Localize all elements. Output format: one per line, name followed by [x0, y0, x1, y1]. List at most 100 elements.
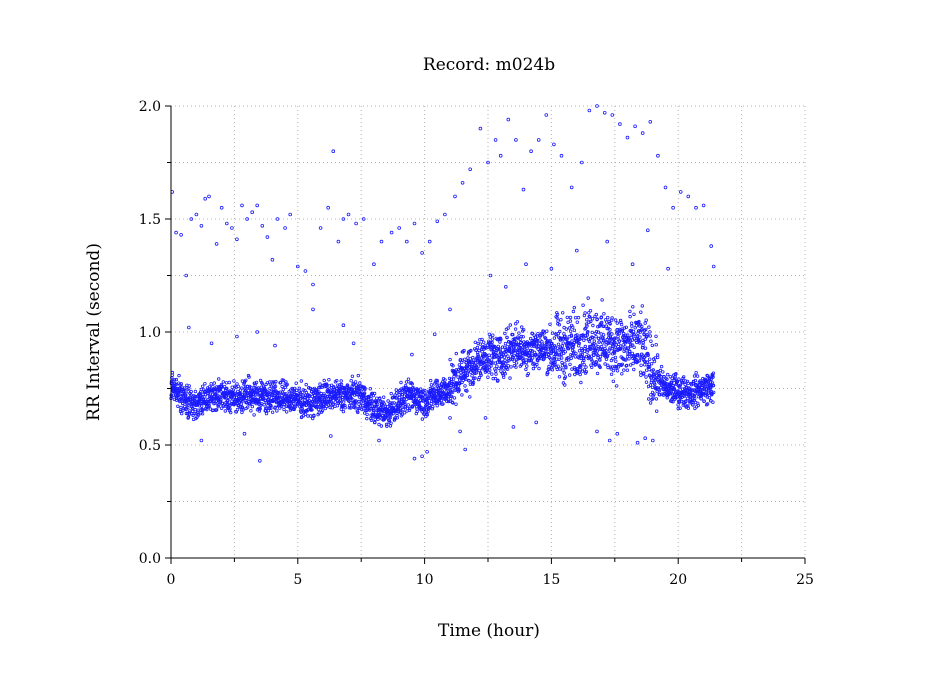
- rr-point: [690, 398, 695, 402]
- rr-point: [233, 401, 238, 406]
- rr-point: [299, 379, 303, 383]
- rr-point: [342, 400, 346, 404]
- rr-point: [236, 384, 241, 389]
- rr-point: [310, 408, 314, 412]
- rr-point: [505, 367, 510, 371]
- rr-point: [597, 340, 601, 344]
- rr-point: [628, 314, 632, 319]
- rr-point: [560, 356, 564, 360]
- rr-point: [608, 328, 612, 332]
- rr-point: [423, 393, 427, 397]
- rr-point: [644, 327, 648, 332]
- rr-point: [582, 363, 586, 367]
- rr-point: [473, 340, 477, 344]
- rr-point: [388, 424, 393, 428]
- rr-point: [651, 368, 655, 372]
- rr-point: [547, 367, 551, 371]
- rr-outlier-point: [351, 341, 356, 346]
- rr-point: [184, 411, 189, 416]
- rr-point: [517, 349, 522, 354]
- rr-point: [707, 395, 711, 400]
- rr-point: [676, 403, 680, 407]
- rr-point: [617, 339, 622, 343]
- rr-outlier-point: [240, 203, 244, 208]
- rr-point: [310, 403, 315, 407]
- rr-point: [637, 359, 642, 363]
- rr-point: [289, 395, 294, 399]
- rr-point: [329, 400, 333, 404]
- rr-point: [184, 393, 188, 397]
- rr-outlier-point: [607, 438, 612, 443]
- rr-point: [327, 378, 331, 382]
- rr-point: [489, 364, 493, 368]
- rr-point: [626, 352, 630, 356]
- rr-outlier-point: [460, 181, 465, 185]
- rr-point: [517, 331, 521, 335]
- rr-outlier-point: [432, 332, 437, 337]
- rr-outlier-point: [412, 456, 417, 461]
- rr-point: [634, 357, 638, 362]
- rr-point: [600, 320, 604, 325]
- rr-point: [583, 333, 588, 338]
- rr-outlier-point: [503, 284, 508, 289]
- rr-point: [503, 345, 507, 349]
- rr-point: [351, 381, 355, 386]
- rr-point: [333, 400, 337, 404]
- rr-point: [522, 345, 527, 349]
- rr-point: [498, 347, 502, 351]
- rr-point: [639, 363, 643, 367]
- rr-point: [454, 402, 458, 406]
- rr-point: [594, 335, 598, 339]
- rr-point: [394, 391, 399, 395]
- rr-point: [270, 410, 275, 414]
- rr-outlier-point: [709, 244, 713, 248]
- rr-outlier-point: [488, 273, 493, 278]
- rr-point: [493, 376, 498, 381]
- rr-point: [264, 411, 269, 416]
- rr-point: [693, 378, 698, 383]
- rr-point: [524, 367, 528, 372]
- rr-point: [630, 324, 634, 328]
- rr-point: [235, 407, 240, 412]
- rr-point: [393, 416, 397, 420]
- rr-outlier-point: [377, 438, 381, 443]
- rr-point: [219, 390, 223, 394]
- rr-point: [628, 309, 632, 314]
- rr-point: [556, 364, 560, 368]
- rr-point: [249, 395, 253, 399]
- rr-point: [231, 388, 236, 392]
- rr-point: [589, 347, 593, 351]
- rr-point: [629, 343, 633, 347]
- rr-outlier-point: [552, 142, 556, 147]
- rr-point: [338, 398, 343, 402]
- rr-point: [656, 355, 660, 360]
- rr-point: [644, 318, 648, 322]
- rr-point: [185, 385, 189, 390]
- rr-point: [620, 362, 624, 366]
- rr-point: [179, 411, 184, 416]
- rr-outlier-point: [587, 108, 592, 113]
- rr-point: [585, 318, 589, 322]
- rr-outlier-point: [701, 203, 706, 208]
- rr-point: [292, 407, 296, 412]
- rr-point: [708, 380, 713, 385]
- rr-point: [489, 358, 494, 362]
- rr-point: [628, 363, 633, 367]
- rr-point: [555, 367, 559, 372]
- rr-point: [638, 335, 642, 339]
- rr-point: [674, 372, 678, 376]
- rr-point: [689, 397, 693, 402]
- rr-point: [267, 397, 271, 401]
- rr-point: [377, 413, 382, 417]
- rr-point: [413, 393, 417, 397]
- rr-point: [534, 352, 538, 357]
- rr-outlier-point: [534, 420, 538, 425]
- rr-point: [362, 391, 367, 395]
- rr-point: [373, 417, 377, 422]
- rr-point: [397, 403, 401, 407]
- data-points: [169, 104, 716, 463]
- rr-point: [624, 358, 628, 362]
- rr-point: [258, 407, 262, 411]
- rr-point: [395, 416, 399, 420]
- rr-point: [407, 408, 412, 412]
